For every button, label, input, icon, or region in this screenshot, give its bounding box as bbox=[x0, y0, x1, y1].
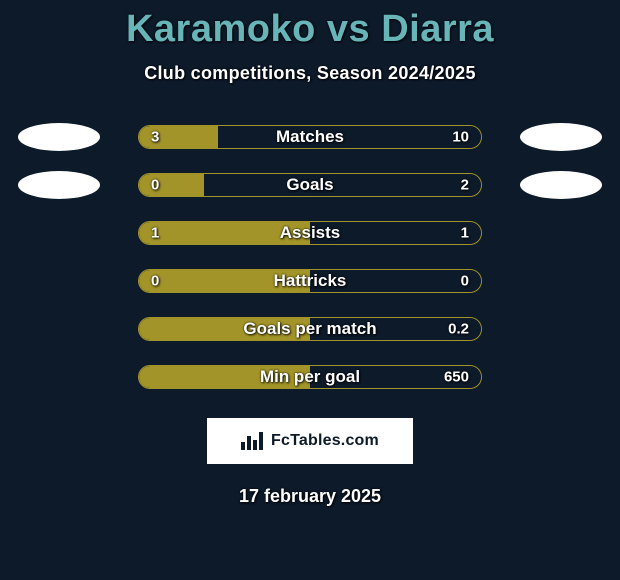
stat-bar-track: Goals 0 2 bbox=[138, 173, 482, 197]
title-player1: Karamoko bbox=[126, 8, 316, 50]
stat-value-right: 1 bbox=[461, 225, 469, 242]
card-content: Karamoko vs Diarra Club competitions, Se… bbox=[0, 0, 620, 580]
stat-row: Assists 1 1 bbox=[0, 220, 620, 246]
page-title: Karamoko vs Diarra bbox=[126, 8, 494, 51]
stat-bar-right-fill bbox=[218, 126, 481, 148]
stat-value-left: 0 bbox=[151, 273, 159, 290]
player-avatar-left bbox=[18, 171, 100, 199]
stat-label: Min per goal bbox=[260, 367, 360, 387]
stat-bar-track: Assists 1 1 bbox=[138, 221, 482, 245]
stat-bar-right-fill bbox=[204, 174, 481, 196]
stat-label: Goals per match bbox=[243, 319, 376, 339]
stat-row: Goals 0 2 bbox=[0, 172, 620, 198]
stat-value-right: 0.2 bbox=[448, 321, 469, 338]
stat-row: Hattricks 0 0 bbox=[0, 268, 620, 294]
badge-text: FcTables.com bbox=[271, 432, 379, 450]
stat-value-right: 650 bbox=[444, 369, 469, 386]
stat-bar-track: Min per goal 650 bbox=[138, 365, 482, 389]
stat-row: Matches 3 10 bbox=[0, 124, 620, 150]
stat-bar-left-fill bbox=[139, 174, 204, 196]
stat-label: Goals bbox=[286, 175, 333, 195]
subtitle: Club competitions, Season 2024/2025 bbox=[144, 63, 476, 84]
player-avatar-left bbox=[18, 123, 100, 151]
stat-label: Matches bbox=[276, 127, 344, 147]
stat-value-right: 10 bbox=[452, 129, 469, 146]
player-avatar-right bbox=[520, 123, 602, 151]
stat-bar-track: Matches 3 10 bbox=[138, 125, 482, 149]
stat-value-right: 0 bbox=[461, 273, 469, 290]
stat-value-right: 2 bbox=[461, 177, 469, 194]
stats-container: Matches310Goals02Assists11Hattricks00Goa… bbox=[0, 124, 620, 390]
stat-value-left: 0 bbox=[151, 177, 159, 194]
bar-chart-icon bbox=[241, 432, 263, 450]
stat-row: Goals per match 0.2 bbox=[0, 316, 620, 342]
source-badge: FcTables.com bbox=[207, 418, 413, 464]
stat-label: Assists bbox=[280, 223, 340, 243]
title-player2: Diarra bbox=[381, 8, 494, 50]
date-label: 17 february 2025 bbox=[239, 486, 381, 507]
stat-bar-track: Hattricks 0 0 bbox=[138, 269, 482, 293]
stat-bar-track: Goals per match 0.2 bbox=[138, 317, 482, 341]
stat-value-left: 3 bbox=[151, 129, 159, 146]
stat-label: Hattricks bbox=[274, 271, 347, 291]
stat-value-left: 1 bbox=[151, 225, 159, 242]
stat-row: Min per goal 650 bbox=[0, 364, 620, 390]
player-avatar-right bbox=[520, 171, 602, 199]
title-vs: vs bbox=[316, 8, 381, 50]
